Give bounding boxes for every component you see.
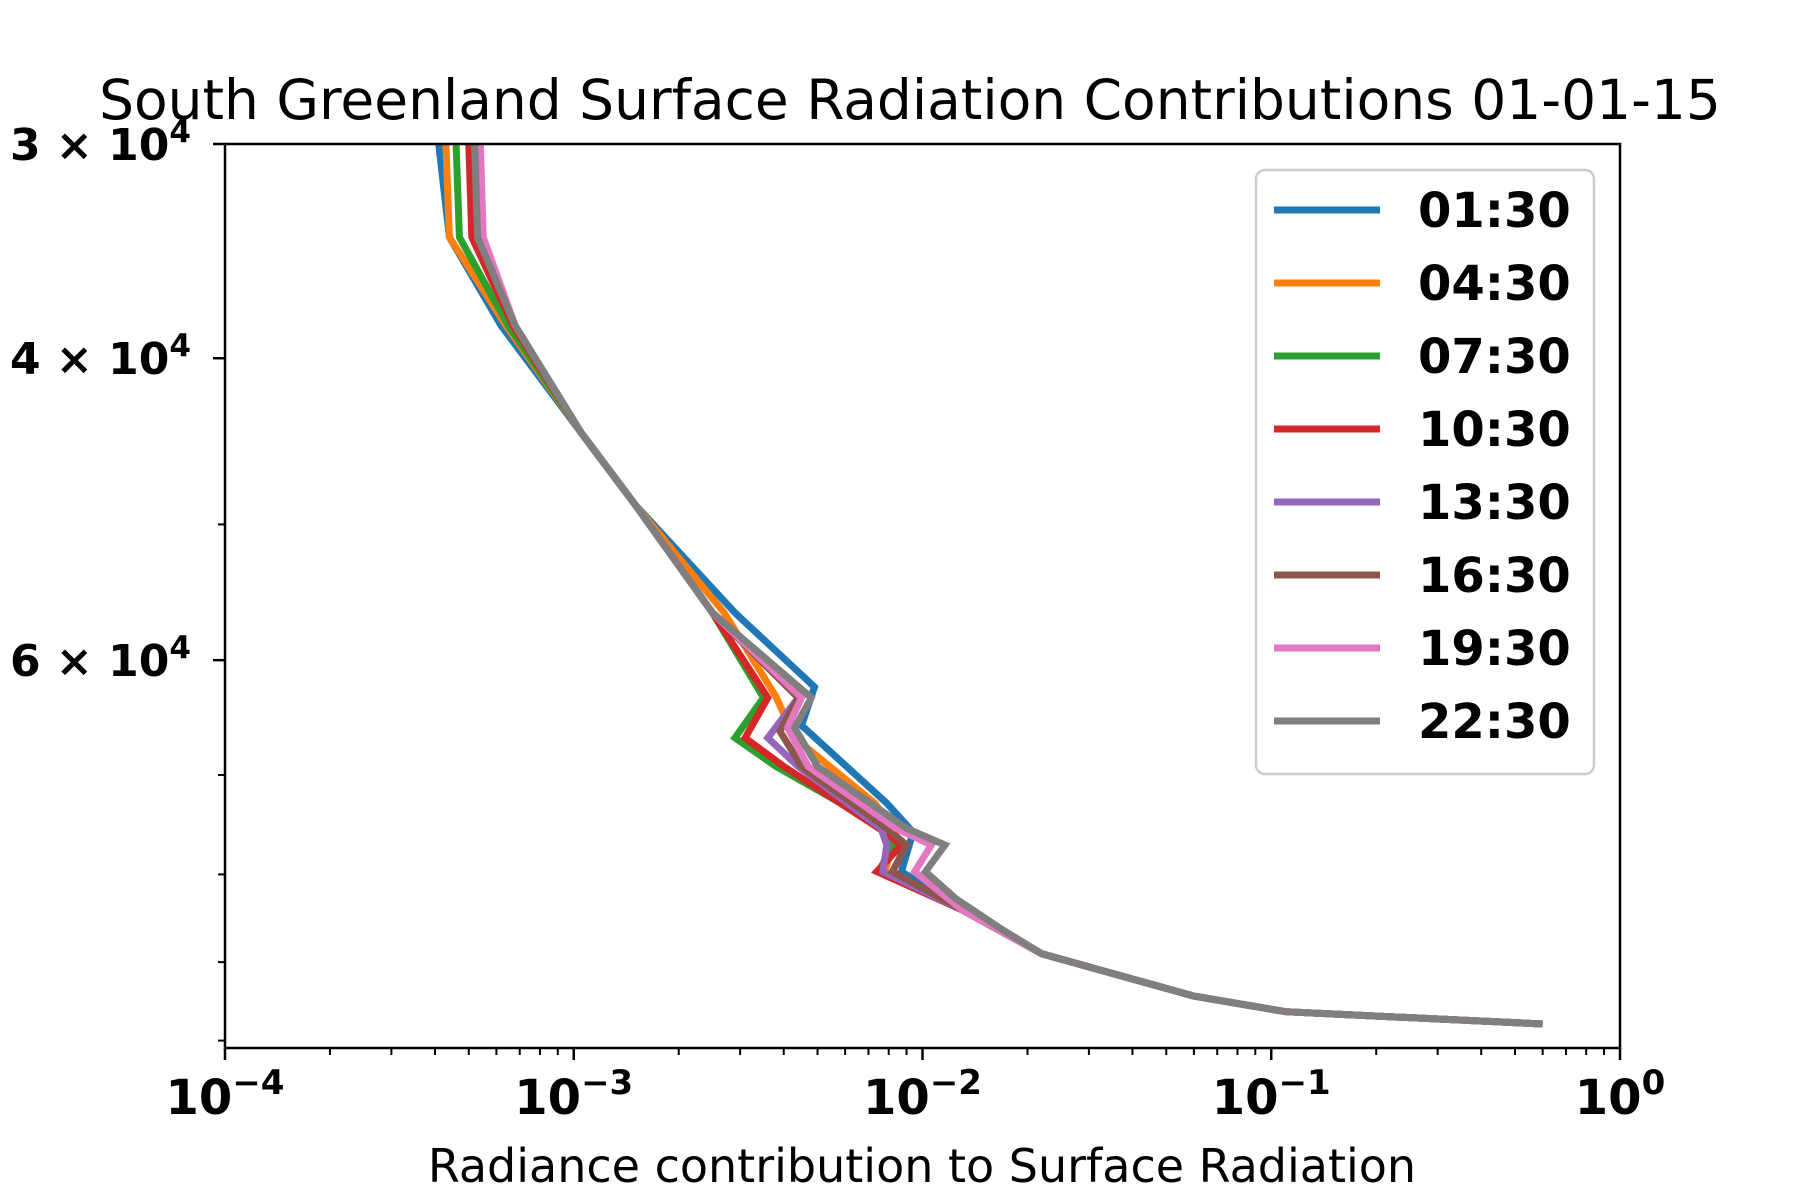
x-tick-label: 10−4 [166,1063,285,1126]
chart-title: South Greenland Surface Radiation Contri… [99,68,1721,132]
x-tick-label: 10−3 [514,1063,633,1126]
legend: 01:30 04:30 07:30 10:30 13:30 16:30 19:30 22:30 [1254,168,1596,776]
legend-box [1254,168,1596,776]
y-tick-label: 6 × 104 [10,630,191,687]
legend-label: 10:30 [1418,402,1571,458]
y-tick-label: 3 × 104 [10,114,191,171]
y-axis-ticks: 3 × 104 4 × 104 6 × 104 [10,114,225,1042]
series-line-8 [471,143,1543,1028]
x-tick-label: 10−1 [1212,1063,1331,1126]
legend-label: 22:30 [1418,694,1571,750]
legend-label: 13:30 [1418,475,1571,531]
legend-label: 07:30 [1418,329,1571,385]
x-tick-label: 100 [1575,1063,1665,1126]
legend-label: 16:30 [1418,548,1571,604]
legend-label: 01:30 [1418,183,1571,239]
plot-lines [435,143,1543,1028]
x-axis-label: Radiance contribution to Surface Radiati… [428,1139,1416,1193]
y-tick-label: 4 × 104 [10,328,191,385]
legend-label: 04:30 [1418,256,1571,312]
x-tick-label: 10−2 [863,1063,982,1126]
x-axis-ticks: 10−4 10−3 10−2 10−1 100 [166,1048,1665,1126]
legend-label: 19:30 [1418,621,1571,677]
